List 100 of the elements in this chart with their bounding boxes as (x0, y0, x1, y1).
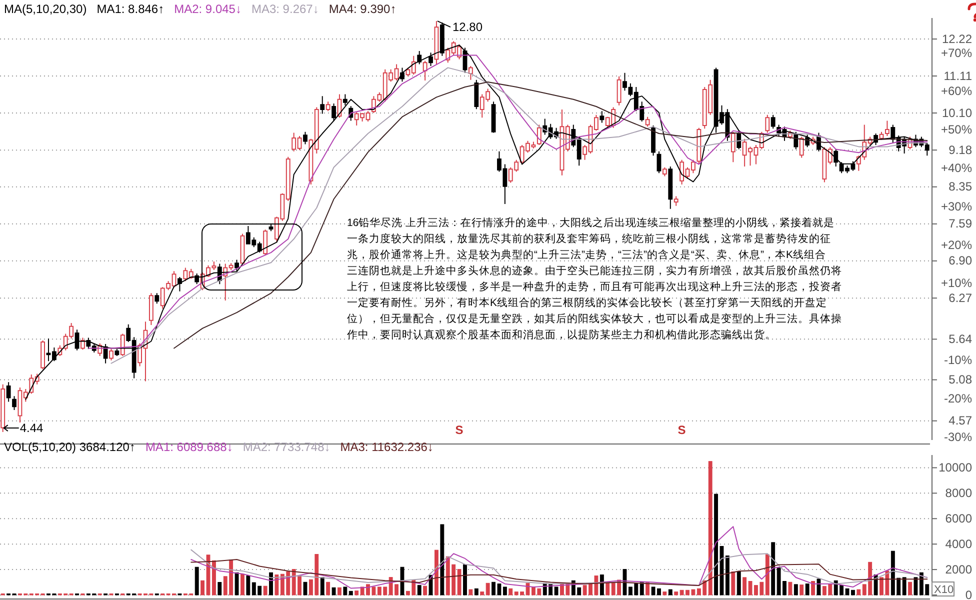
bar (800, 584, 804, 596)
candlestick (303, 131, 308, 145)
bar (246, 576, 250, 596)
annotation: 作中，要同时认真观察个股基本面和消息面，以提防某些主力和机构借此形态骗线出货。 (346, 328, 776, 341)
y-tick-label: 6.27 (948, 290, 972, 305)
bar (902, 577, 906, 596)
text: MA3: 11632.236↓ (340, 440, 434, 454)
candlestick (600, 110, 604, 124)
y-tick-label: 6000 (945, 511, 972, 526)
text: MA3: 9.267↓ (251, 2, 319, 16)
candlestick (656, 150, 662, 174)
bar (303, 582, 308, 596)
y2-tick-label: +70% (940, 46, 972, 60)
bar (662, 592, 667, 596)
bar (194, 566, 199, 596)
bar (606, 582, 610, 596)
candlestick (834, 148, 838, 167)
bar (434, 550, 438, 596)
candlestick (148, 292, 154, 326)
bar (468, 589, 473, 596)
candlestick (326, 101, 330, 112)
bar (326, 582, 330, 596)
y2-tick-label: +50% (940, 122, 972, 137)
legend-title: MA(5,10,20,30) (4, 2, 87, 16)
y2-tick-label: -10% (944, 352, 972, 367)
bar (856, 589, 861, 596)
candlestick (616, 76, 622, 106)
bar (486, 582, 490, 596)
y-tick-label: 10.10 (942, 106, 972, 120)
y-tick-label: 12.22 (942, 32, 972, 46)
candlestick (268, 222, 274, 232)
bar (474, 588, 478, 596)
candlestick (730, 131, 736, 163)
text: MA1: 6089.688↓ (145, 440, 233, 454)
bar (736, 571, 741, 596)
candlestick (154, 292, 160, 304)
bar (816, 578, 821, 596)
candlestick (342, 94, 348, 106)
candlestick (332, 103, 336, 122)
candlestick (422, 60, 428, 82)
bar (480, 592, 484, 596)
candlestick (400, 67, 404, 82)
y2-tick-label: -30% (944, 430, 972, 444)
candlestick (6, 382, 11, 402)
y-tick-label: 6.90 (948, 254, 972, 268)
y-tick-label: 4.57 (948, 414, 972, 428)
bar (508, 588, 513, 596)
candlestick (696, 127, 702, 165)
bar (811, 581, 815, 596)
bar (354, 590, 359, 596)
y2-tick-label: +40% (940, 160, 972, 175)
bar (805, 584, 810, 596)
text: MA2: 7733.748↓ (242, 440, 330, 454)
candlestick (645, 116, 650, 128)
annotation: 兆，股价通常将上升。这是较为典型的“上升三法”走势，“三法”的含义是“买、卖、休息”，本K线组合 (347, 248, 826, 261)
text: X10 (934, 584, 954, 596)
y2-tick-label: -20% (944, 391, 972, 406)
bar (234, 572, 239, 596)
bar (338, 587, 342, 596)
candlestick (40, 340, 46, 370)
y-tick-label: 8000 (945, 486, 972, 500)
text: MA1: 8.846↑ (96, 2, 164, 16)
candlestick (884, 120, 890, 136)
bar (332, 587, 336, 596)
annotation: 4.44 (20, 421, 44, 436)
bar (463, 564, 467, 596)
bar (457, 569, 462, 596)
candlestick (491, 101, 496, 134)
bar (600, 574, 604, 596)
annotation: S (678, 423, 686, 437)
bar (674, 592, 678, 596)
bar (343, 586, 348, 596)
bar (400, 566, 404, 596)
candlestick (320, 96, 325, 114)
annotation: 12.80 (452, 20, 483, 34)
candlestick (765, 114, 770, 134)
candlestick (468, 65, 473, 80)
y-tick-label: 0 (965, 588, 972, 600)
bar (708, 461, 712, 596)
candlestick (651, 124, 656, 156)
y-tick-label: 7.59 (948, 216, 972, 231)
candlestick (12, 396, 16, 410)
bar (440, 524, 444, 596)
bar (554, 586, 558, 596)
bar (423, 586, 428, 596)
candlestick (799, 136, 804, 158)
annotation: 一条力度较大的阳线，放量洗尽其前的获利及套牢筹码，统吃前三根小阴线，这常常是蓄势待发的征 (347, 232, 831, 245)
line-series (190, 549, 928, 586)
bar (218, 582, 222, 596)
candlestick (794, 131, 798, 150)
legend-title: VOL(5,10,20) 3684.120↑ (4, 440, 136, 454)
candlestick (263, 229, 268, 256)
y-tick-label: 10000 (938, 460, 972, 475)
candlestick (434, 20, 439, 65)
candlestick (194, 272, 200, 285)
y-tick-label: 2000 (945, 562, 972, 576)
bar (417, 585, 422, 596)
bar (908, 582, 912, 596)
candlestick (674, 196, 678, 206)
bar (794, 584, 798, 596)
